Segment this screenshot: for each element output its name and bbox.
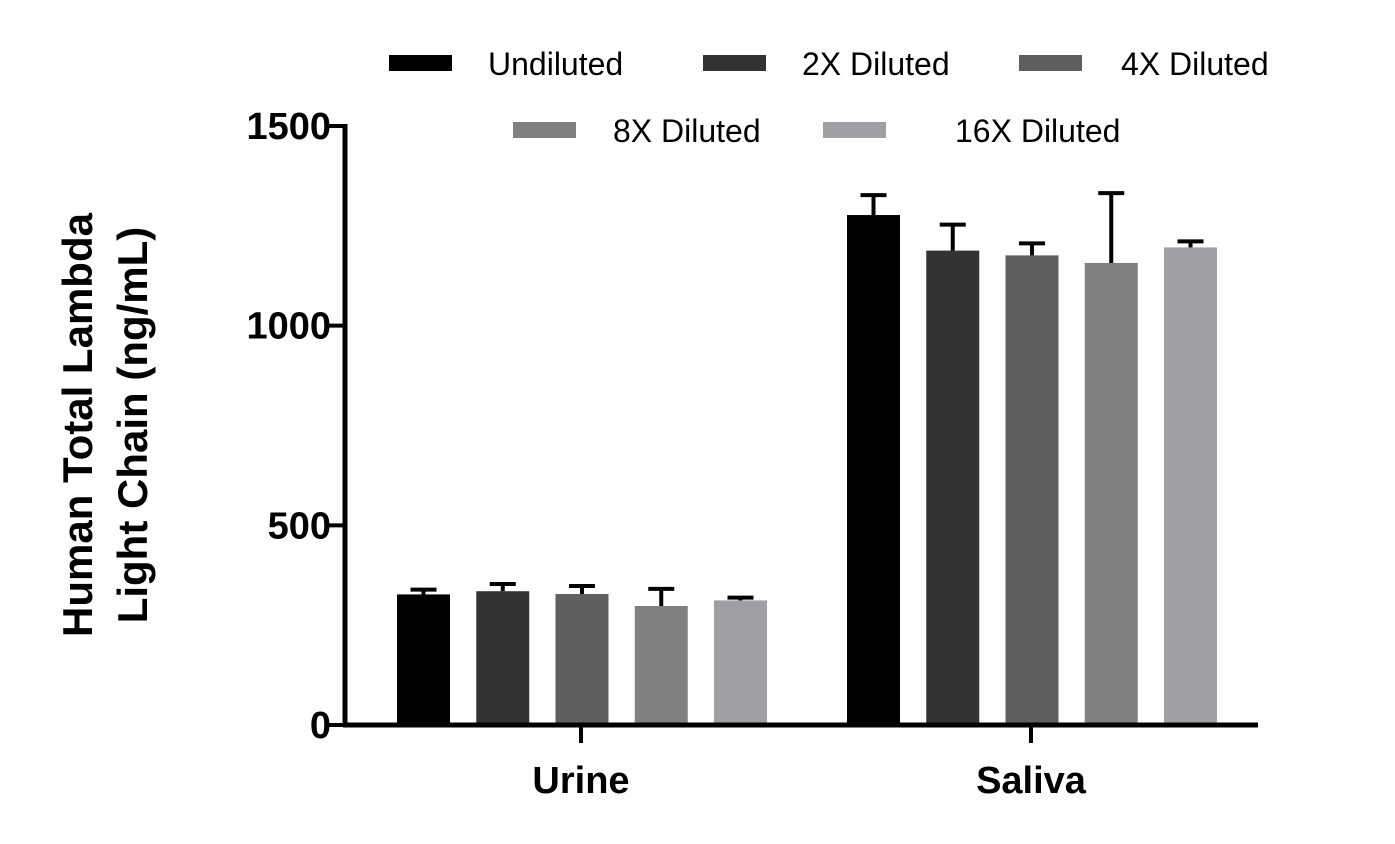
axes: 0 500 1000 1500 Urine Saliva: [246, 106, 1258, 802]
legend-label-3: 4X Diluted: [1121, 46, 1269, 82]
bar-saliva-2: [926, 250, 980, 726]
bars: [397, 215, 1217, 726]
bar-urine-1: [397, 594, 450, 725]
y-tick-label: 0: [310, 705, 331, 747]
y-tick-label: 1500: [246, 106, 331, 148]
legend-swatch-3: [1019, 55, 1082, 71]
legend-label-1: Undiluted: [488, 46, 623, 82]
legend-swatch-2: [703, 55, 766, 71]
bar-saliva-5: [1164, 247, 1217, 725]
y-tick-label: 500: [268, 505, 331, 547]
error-bars: [410, 191, 1204, 606]
legend-label-5: 16X Diluted: [955, 113, 1120, 149]
bar-saliva-4: [1084, 262, 1138, 725]
x-tick-label-urine: Urine: [532, 760, 629, 802]
legend-label-2: 2X Diluted: [802, 46, 950, 82]
bar-saliva-3: [1005, 255, 1059, 725]
bar-urine-3: [555, 594, 609, 725]
bar-saliva-1: [847, 215, 900, 725]
legend: Undiluted 2X Diluted 4X Diluted 8X Diluted 1…: [389, 46, 1269, 149]
legend-label-4: 8X Diluted: [613, 113, 761, 149]
bar-urine-5: [714, 600, 767, 725]
bar-urine-2: [476, 591, 530, 725]
y-axis-title-line-1: Human Total Lambda: [54, 212, 101, 637]
y-axis-title: Human Total Lambda Light Chain (ng/mL): [54, 212, 156, 637]
bar-urine-4: [634, 605, 688, 725]
y-axis-title-line-2: Light Chain (ng/mL): [109, 227, 156, 624]
x-tick-label-saliva: Saliva: [976, 760, 1087, 802]
legend-swatch-4: [513, 122, 576, 138]
legend-swatch-5: [823, 122, 886, 138]
legend-swatch-1: [389, 55, 452, 71]
y-tick-label: 1000: [246, 306, 331, 348]
